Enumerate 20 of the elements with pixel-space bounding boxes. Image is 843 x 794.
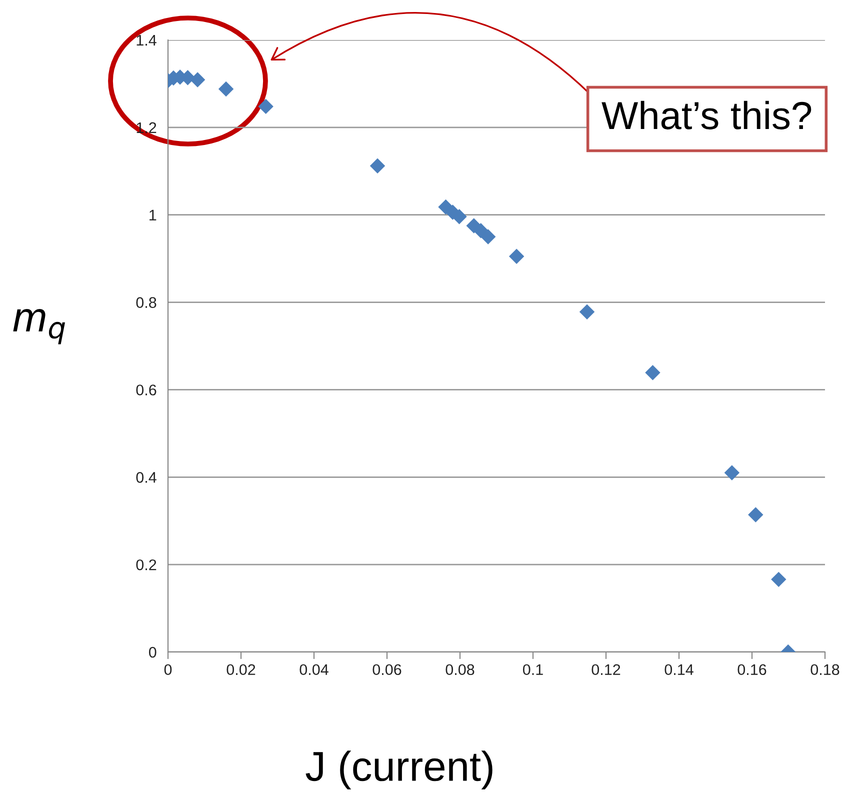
x-tick-label: 0.14 [664, 664, 694, 676]
y-tick-label: 0.4 [136, 472, 156, 483]
x-tick-label: 0.08 [446, 664, 474, 676]
y-tick-label: 0.2 [136, 559, 156, 570]
x-axis-title: J (current) [306, 750, 492, 790]
x-tick-label: 0.06 [372, 664, 402, 676]
x-tick-label: 0.02 [226, 664, 256, 676]
x-tick-label: 0.16 [738, 664, 766, 676]
annotation: What’s this? [602, 100, 812, 130]
x-tick-label: 0.1 [522, 664, 543, 676]
y-tick-label: 0.8 [136, 297, 156, 308]
x-tick-label: 0 [164, 664, 172, 676]
x-tick-label: 0.12 [592, 664, 620, 676]
y-tick-label: 0.6 [136, 384, 156, 396]
y-tick-label: 1 [150, 210, 156, 220]
y-tick-label: 0 [148, 646, 156, 658]
x-tick-label: 0.18 [810, 664, 840, 676]
x-tick-label: 0.04 [300, 664, 328, 676]
y-axis-title: m$_{q}$ [13, 309, 66, 344]
y-tick-label: 1.4 [136, 35, 156, 46]
